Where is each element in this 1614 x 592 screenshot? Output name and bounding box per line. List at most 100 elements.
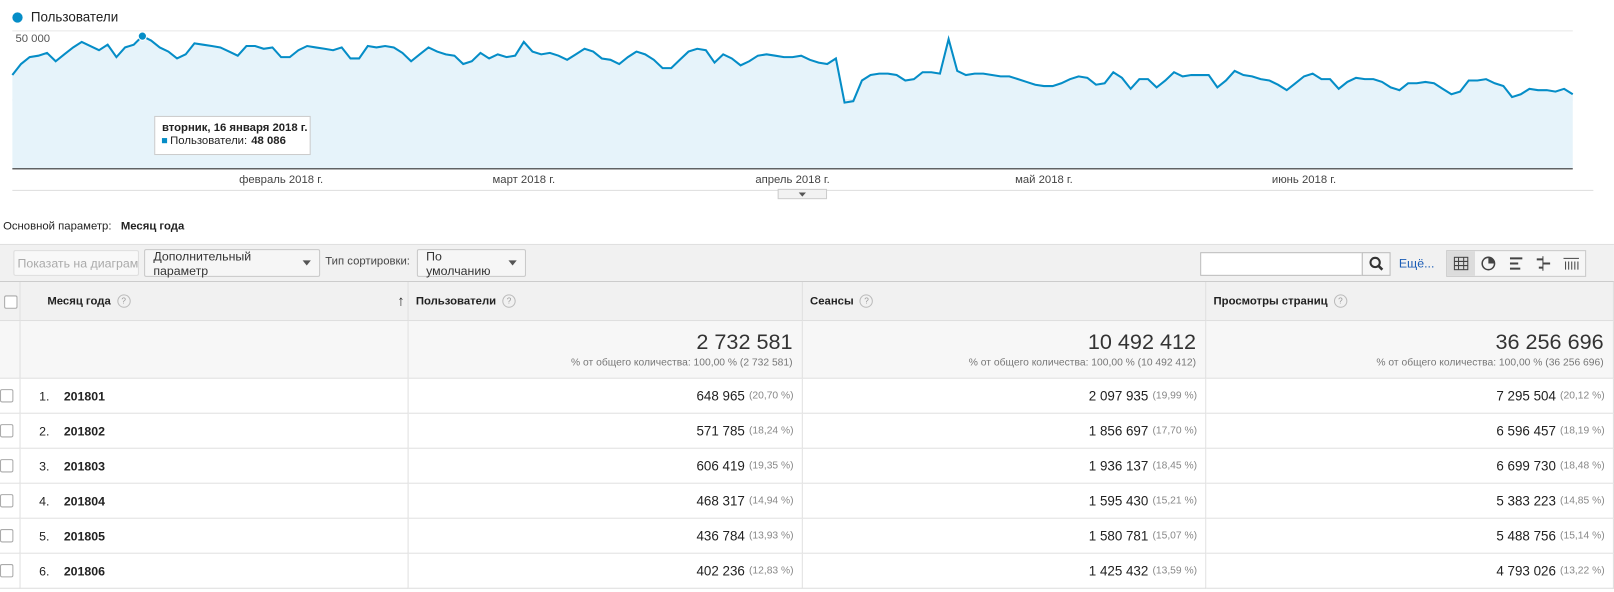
metric-value: 2 097 935 — [1088, 388, 1149, 404]
area — [12, 36, 1573, 169]
metric-cell: 4 793 026 (13,22 %) — [1206, 553, 1614, 589]
total-value: 10 492 412 — [1087, 330, 1197, 355]
row-checkbox[interactable] — [0, 494, 14, 508]
view-table[interactable] — [1447, 251, 1475, 276]
tooltip-number: 48 086 — [251, 135, 286, 147]
metric-value: 402 236 — [696, 563, 745, 579]
totals-cell — [20, 321, 409, 379]
dimension-cell: 4. 201804 — [20, 483, 409, 519]
metric-percent: (18,19 %) — [1560, 425, 1605, 437]
metric-value: 1 595 430 — [1088, 493, 1149, 509]
column-header[interactable]: Сеансы? — [802, 282, 1207, 322]
column-header[interactable]: Пользователи? — [408, 282, 803, 322]
totals-cell: 10 492 412 % от общего количества: 100,00… — [802, 321, 1207, 379]
metric-percent: (15,14 %) — [1560, 530, 1605, 542]
tooltip-date: вторник, 16 января 2018 г. — [162, 122, 308, 134]
metric-cell: 606 419 (19,35 %) — [408, 448, 803, 484]
metric-percent: (20,70 %) — [748, 390, 794, 402]
row-index: 3. — [39, 458, 50, 473]
metric-cell: 2 097 935 (19,99 %) — [802, 378, 1207, 414]
total-note: % от общего количества: 100,00 % (36 256… — [1376, 357, 1604, 369]
row-checkbox[interactable] — [0, 529, 14, 543]
help-icon: ? — [859, 294, 874, 308]
metric-value: 606 419 — [696, 458, 745, 474]
metric-percent: (14,94 %) — [748, 495, 794, 507]
caret — [302, 260, 311, 266]
row-index: 2. — [39, 423, 50, 438]
more-link[interactable]: Ещё... — [1398, 256, 1435, 271]
dimension-cell: 6. 201806 — [20, 553, 409, 589]
search-input[interactable] — [1200, 252, 1363, 276]
metric-percent: (20,12 %) — [1560, 390, 1605, 402]
tooltip-box — [154, 115, 311, 156]
row-checkbox[interactable] — [0, 389, 14, 403]
metric-value: 1 856 697 — [1088, 423, 1149, 439]
secondary-dimension-dropdown[interactable]: Дополнительный параметр — [144, 248, 321, 278]
column-header[interactable]: Просмотры страниц? — [1206, 282, 1614, 322]
metric-cell: 5 488 756 (15,14 %) — [1206, 518, 1614, 554]
metric-percent: (13,59 %) — [1152, 565, 1198, 577]
metric-percent: (17,70 %) — [1152, 425, 1198, 437]
row-index: 4. — [39, 493, 50, 508]
metric-cell: 6 699 730 (18,48 %) — [1206, 448, 1614, 484]
total-value: 2 732 581 — [696, 330, 793, 355]
metric-percent: (18,48 %) — [1560, 460, 1605, 472]
secondary-dimension-text: Дополнительный параметр — [153, 248, 252, 278]
header-checkbox[interactable] — [4, 295, 18, 309]
help-icon: ? — [502, 294, 516, 308]
total-note: % от общего количества: 100,00 % (10 492… — [968, 357, 1197, 369]
column-header[interactable]: Месяц года? ↑ — [20, 282, 409, 322]
view-performance[interactable] — [1502, 251, 1530, 276]
view-pivot[interactable] — [1558, 251, 1586, 276]
totals-cell — [0, 321, 21, 379]
row-month[interactable]: 201806 — [63, 563, 106, 578]
help-icon: ? — [116, 294, 131, 308]
x-tick-label: март 2018 г. — [493, 174, 556, 186]
y-tick-label: 50 000 — [15, 33, 50, 45]
plot-button[interactable]: Показать на диаграмме — [13, 250, 139, 276]
sort-label: Тип сортировки: — [325, 255, 410, 268]
row-month[interactable]: 201801 — [63, 388, 106, 403]
column-header-text: Просмотры страниц — [1213, 294, 1328, 308]
sort-text: По умолчанию — [426, 248, 491, 278]
metric-percent: (15,21 %) — [1152, 495, 1198, 507]
metric-percent: (12,83 %) — [748, 565, 794, 577]
row-month[interactable]: 201804 — [63, 493, 106, 508]
row-checkbox[interactable] — [0, 424, 14, 438]
metric-percent: (13,93 %) — [748, 530, 794, 542]
totals-cell: 2 732 581 % от общего количества: 100,00 … — [408, 321, 803, 379]
metric-value: 436 784 — [696, 528, 745, 544]
search-button[interactable] — [1361, 252, 1391, 276]
search-icon — [1369, 256, 1384, 271]
metric-value: 1 936 137 — [1088, 458, 1149, 474]
row-month[interactable]: 201805 — [63, 528, 106, 543]
metric-value: 1 425 432 — [1088, 563, 1149, 579]
metric-cell: 571 785 (18,24 %) — [408, 413, 803, 449]
legend-label: Пользователи — [31, 10, 118, 25]
metric-cell: 7 295 504 (20,12 %) — [1206, 378, 1614, 414]
x-tick-label: июнь 2018 г. — [1272, 174, 1336, 186]
data-table: Месяц года? ↑ Пользователи? Сеансы? Просмотр… — [0, 280, 1614, 592]
view-pie[interactable] — [1475, 251, 1503, 276]
metric-value: 648 965 — [696, 388, 745, 404]
metric-cell: 1 856 697 (17,70 %) — [802, 413, 1207, 449]
tooltip-label: Пользователи: — [170, 135, 247, 147]
row-index: 5. — [39, 528, 50, 543]
row-checkbox[interactable] — [0, 564, 14, 578]
row-checkbox[interactable] — [0, 459, 14, 473]
metric-percent: (18,45 %) — [1152, 460, 1198, 472]
primary-dimension-value[interactable]: Месяц года — [120, 220, 185, 233]
x-tick-label: февраль 2018 г. — [239, 174, 323, 186]
hover-point — [137, 31, 148, 41]
metric-cell: 6 596 457 (18,19 %) — [1206, 413, 1614, 449]
metric-percent: (13,22 %) — [1560, 565, 1605, 577]
view-comparison[interactable] — [1530, 251, 1558, 276]
sort-dropdown[interactable]: По умолчанию — [416, 248, 526, 278]
collapse-arrow — [798, 192, 806, 197]
row-month[interactable]: 201802 — [63, 423, 106, 438]
help-icon: ? — [1333, 294, 1348, 308]
total-note: % от общего количества: 100,00 % (2 732 … — [571, 357, 793, 369]
row-month[interactable]: 201803 — [63, 458, 106, 473]
